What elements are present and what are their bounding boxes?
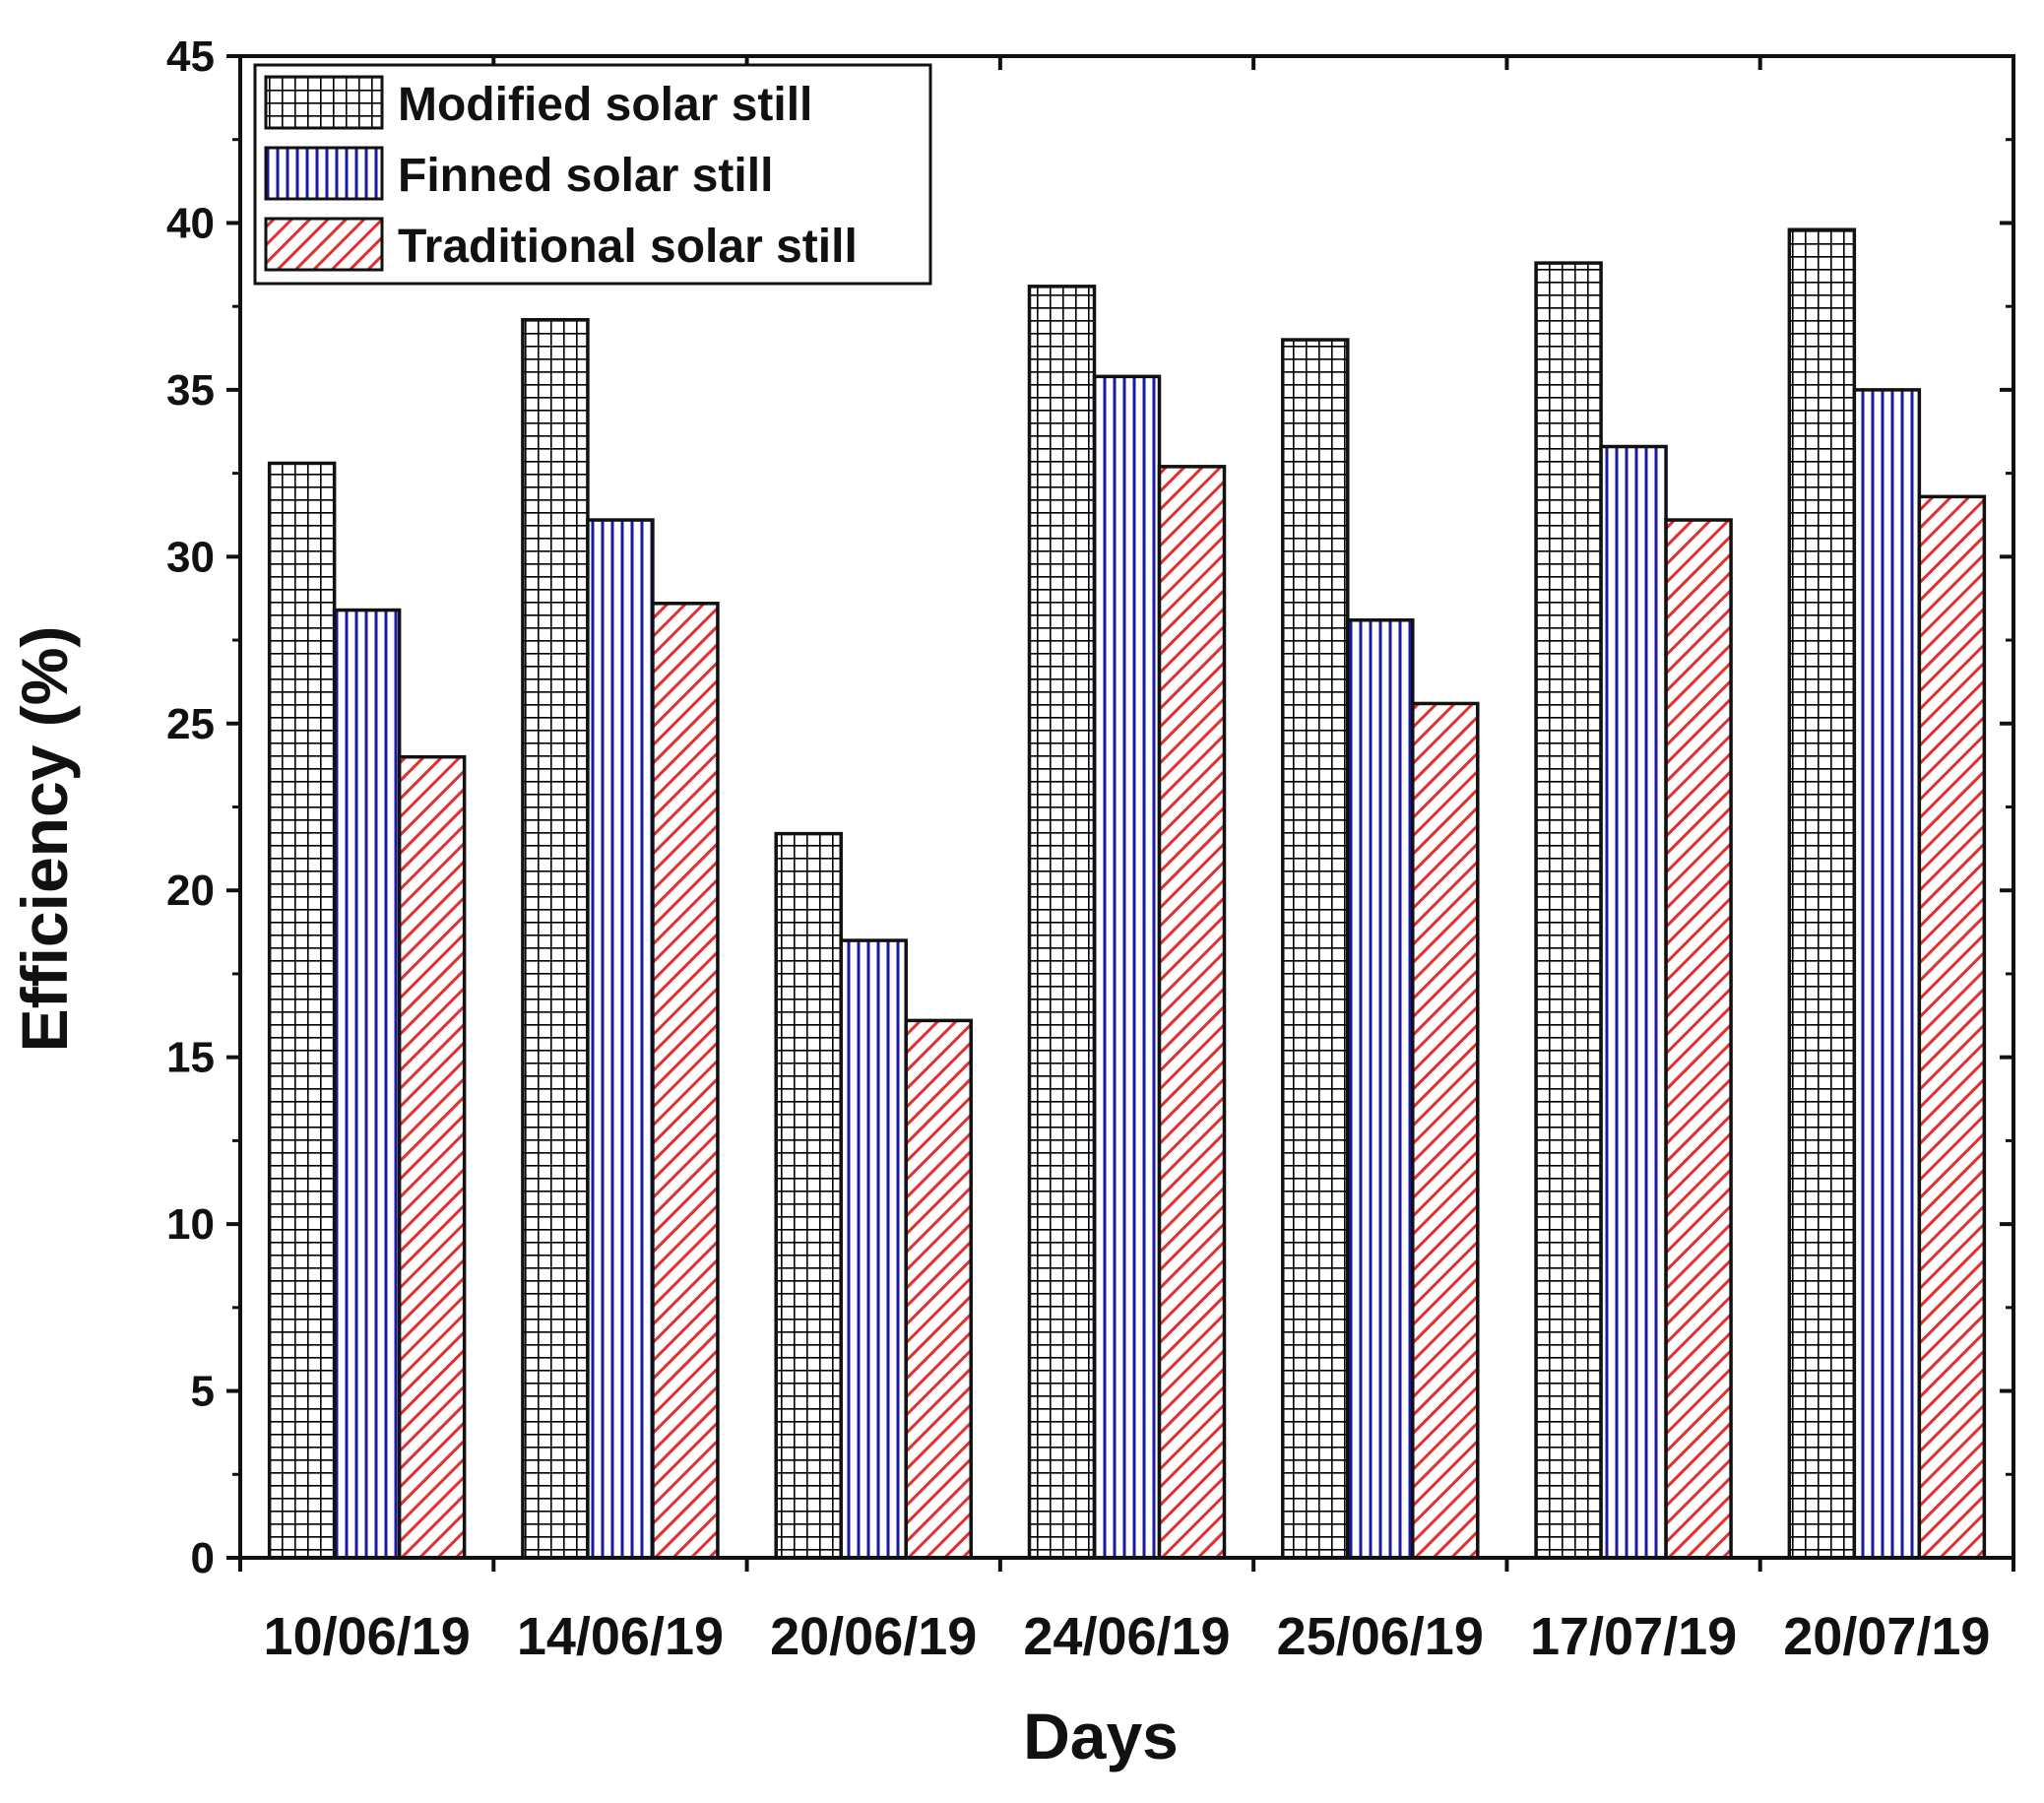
x-tick-label: 20/07/19 <box>1783 1607 1990 1666</box>
y-tick-label: 40 <box>166 199 215 247</box>
bar-finned-17-07-19 <box>1599 444 1668 1560</box>
bar-finned-20-07-19 <box>1852 388 1922 1560</box>
bar-finned-20-06-19 <box>839 938 908 1560</box>
bar-modified-14-06-19 <box>521 317 590 1560</box>
bar-traditional-24-06-19 <box>1157 465 1227 1560</box>
bar-finned-10-06-19 <box>332 608 402 1560</box>
legend: Modified solar still Finned solar still … <box>253 63 932 286</box>
bar-traditional-10-06-19 <box>397 754 467 1560</box>
bar-finned-25-06-19 <box>1346 617 1415 1560</box>
y-axis-title: Efficiency (%) <box>8 626 81 1053</box>
bar-modified-10-06-19 <box>267 461 337 1560</box>
bar-modified-20-07-19 <box>1787 227 1857 1560</box>
x-tick-label: 17/07/19 <box>1530 1607 1737 1666</box>
y-tick-label: 20 <box>166 867 215 915</box>
bar-traditional-14-06-19 <box>651 602 720 1560</box>
x-tick-label: 25/06/19 <box>1277 1607 1484 1666</box>
y-tick-label: 25 <box>166 700 215 748</box>
bar-modified-24-06-19 <box>1027 285 1097 1560</box>
x-tick-label: 10/06/19 <box>264 1607 471 1666</box>
legend-swatch-traditional <box>264 217 384 272</box>
legend-swatch-finned <box>264 146 384 201</box>
y-tick-label: 0 <box>191 1534 215 1582</box>
y-tick-label: 15 <box>166 1034 215 1082</box>
legend-label-traditional: Traditional solar still <box>398 221 858 273</box>
x-axis: 10/06/19 14/06/19 20/06/19 24/06/19 25/06/19… <box>238 56 2015 1666</box>
bar-finned-14-06-19 <box>586 518 655 1560</box>
x-axis-title: Days <box>1023 1700 1179 1772</box>
y-tick-label: 30 <box>166 533 215 581</box>
bar-finned-24-06-19 <box>1092 374 1162 1560</box>
legend-label-finned: Finned solar still <box>398 150 773 202</box>
bar-traditional-20-06-19 <box>904 1018 973 1560</box>
x-tick-label: 14/06/19 <box>517 1607 724 1666</box>
y-axis: 0 5 10 15 20 25 30 35 40 45 <box>166 32 2013 1582</box>
y-tick-label: 5 <box>191 1368 215 1416</box>
y-tick-label: 45 <box>166 32 215 81</box>
y-tick-label: 35 <box>166 366 215 415</box>
bars-layer <box>267 227 1987 1560</box>
bar-traditional-17-07-19 <box>1664 518 1733 1560</box>
bar-modified-25-06-19 <box>1281 338 1350 1560</box>
legend-swatch-modified <box>264 75 384 130</box>
y-tick-label: 10 <box>166 1200 215 1249</box>
bar-traditional-20-07-19 <box>1917 494 1987 1560</box>
bar-traditional-25-06-19 <box>1411 701 1480 1560</box>
legend-label-modified: Modified solar still <box>398 79 812 131</box>
bar-modified-20-06-19 <box>774 831 843 1560</box>
bar-modified-17-07-19 <box>1534 261 1603 1560</box>
x-tick-label: 20/06/19 <box>770 1607 977 1666</box>
x-tick-label: 24/06/19 <box>1023 1607 1230 1666</box>
